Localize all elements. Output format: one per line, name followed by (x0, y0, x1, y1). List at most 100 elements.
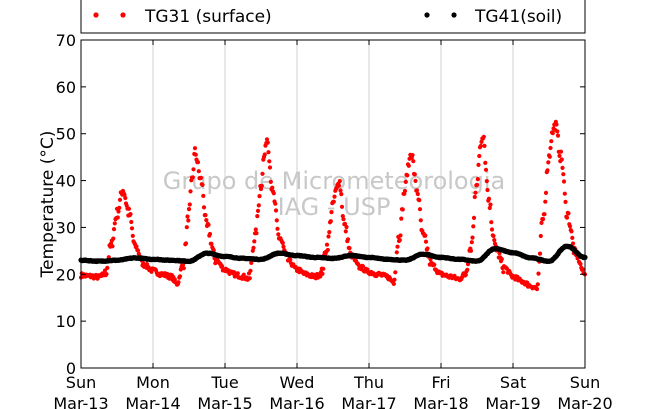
data-point (338, 188, 343, 193)
data-point (260, 171, 265, 176)
data-point (550, 131, 555, 136)
data-point (470, 235, 475, 240)
data-point (196, 169, 201, 174)
data-point (187, 202, 192, 207)
data-point (273, 201, 278, 206)
data-point (180, 262, 186, 267)
data-point (267, 165, 273, 170)
data-point (413, 178, 418, 183)
data-point (545, 168, 550, 173)
data-point (405, 173, 410, 178)
watermark: Grupo de Micrometeorologia IAG - USP (163, 167, 505, 221)
legend: TG31 (surface) TG41(soil) (80, 0, 586, 34)
plot-frame (80, 39, 586, 369)
x-tick-label-day: Mon (136, 373, 170, 392)
y-tick-label: 20 (56, 265, 76, 284)
data-point (488, 202, 493, 207)
data-point (482, 143, 487, 148)
data-point (329, 210, 334, 215)
legend-label: TG41(soil) (474, 7, 562, 27)
data-point (485, 187, 490, 193)
data-point (399, 216, 404, 221)
data-point (270, 185, 275, 190)
data-point (395, 244, 400, 249)
data-point (365, 267, 370, 272)
x-tick-label-day: Wed (280, 373, 315, 392)
data-point (200, 182, 205, 187)
data-point (535, 282, 540, 287)
legend-box (80, 0, 586, 34)
data-point (475, 177, 480, 182)
x-tick-label-day: Tue (210, 373, 238, 392)
data-point (418, 218, 423, 223)
data-point (254, 231, 259, 236)
data-point (539, 220, 544, 225)
vertical-grid (152, 40, 514, 368)
data-point (398, 233, 403, 238)
data-point (129, 226, 135, 231)
y-tick-label: 50 (56, 125, 76, 144)
y-tick-label: 70 (56, 31, 76, 50)
data-point (273, 208, 279, 213)
data-point (484, 179, 489, 184)
data-point (185, 214, 190, 219)
data-point (341, 217, 346, 222)
data-point (321, 266, 326, 271)
data-point (112, 221, 117, 226)
data-point (402, 188, 408, 194)
x-tick-label-date: Mar-14 (125, 394, 180, 409)
data-point (474, 182, 480, 187)
data-point (483, 160, 488, 165)
data-point (432, 262, 437, 267)
data-point (265, 140, 270, 145)
x-tick-label-date: Mar-20 (557, 394, 612, 409)
x-tick-label-day: Sat (500, 373, 526, 392)
data-point (184, 225, 189, 230)
data-point (463, 272, 468, 277)
data-point (176, 280, 181, 285)
legend-marker (451, 12, 457, 18)
data-point (540, 217, 546, 222)
data-point (257, 194, 262, 199)
data-point (555, 133, 561, 138)
data-point (410, 153, 415, 158)
series-layer (78, 119, 588, 292)
data-point (203, 213, 208, 218)
data-point (569, 229, 574, 234)
data-point (111, 227, 117, 232)
data-point (344, 224, 349, 230)
data-point (207, 231, 213, 237)
data-point (198, 175, 204, 180)
data-point (327, 230, 332, 235)
data-point (473, 190, 478, 195)
data-point (343, 229, 348, 234)
series-tg31-surface (78, 119, 588, 292)
data-point (393, 270, 398, 275)
data-point (274, 218, 279, 223)
data-point (288, 257, 293, 262)
data-point (536, 271, 541, 276)
data-point (492, 238, 497, 243)
data-point (328, 219, 333, 224)
data-point (542, 212, 547, 217)
y-tick-label: 0 (66, 359, 76, 378)
data-point (471, 215, 477, 220)
data-point (275, 226, 280, 231)
data-point (489, 227, 495, 232)
data-point (406, 163, 411, 168)
data-point (126, 206, 132, 211)
data-point (476, 162, 481, 167)
data-point (468, 248, 474, 253)
data-point (562, 191, 567, 196)
data-point (554, 122, 559, 127)
x-tick-label-date: Mar-17 (341, 394, 396, 409)
data-point (417, 207, 423, 212)
legend-marker (424, 12, 430, 18)
x-tick-label-date: Mar-16 (269, 394, 324, 409)
data-point (400, 207, 405, 212)
data-point (188, 189, 193, 194)
data-point (135, 248, 141, 253)
axes: Sun Mar-13 Mon Mar-14 Tue Mar-15 Wed Mar-16 Thu M… (53, 31, 612, 409)
data-point (578, 261, 583, 267)
data-point (336, 183, 342, 188)
